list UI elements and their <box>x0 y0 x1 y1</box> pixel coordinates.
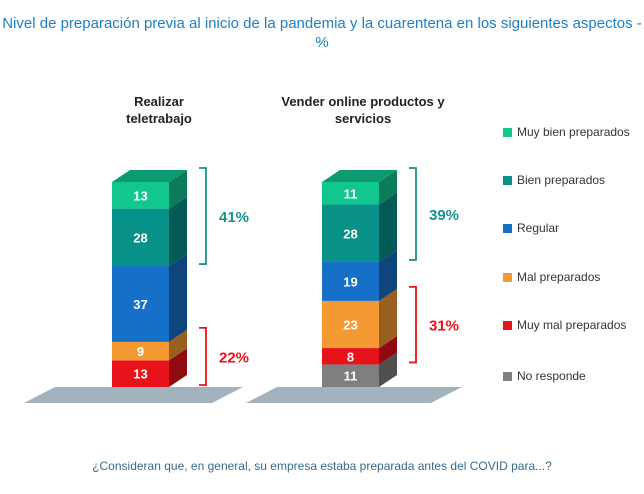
category-label-vender-online: Vender online productos y servicios <box>281 94 445 126</box>
bar-segment-vender-online-bien-preparados <box>322 192 397 262</box>
bar-segment-vender-online-muy-mal-preparados <box>322 336 397 365</box>
bar-segment-teletrabajo-regular <box>112 254 187 342</box>
bar-segment-vender-online-muy-bien-preparados <box>322 170 397 205</box>
bar-segment-vender-online-regular <box>322 249 397 301</box>
legend-swatch-muy-bien-preparados <box>503 128 512 137</box>
bar-floor-teletrabajo <box>24 387 243 403</box>
bracket-vender-online-bien <box>409 167 417 261</box>
legend-label-no-responde: No responde <box>517 369 586 383</box>
legend-label-muy-bien-preparados: Muy bien preparados <box>517 125 630 139</box>
bar-segment-teletrabajo-muy-mal-preparados <box>112 348 187 387</box>
category-label-teletrabajo: Realizar teletrabajo <box>126 94 192 126</box>
bar-top-vender-online <box>322 170 397 182</box>
bar-segment-vender-online-no-responde <box>322 352 397 387</box>
legend-swatch-muy-mal-preparados <box>503 321 512 330</box>
data-label-teletrabajo-bien-preparados: 28 <box>133 230 147 245</box>
bar-top-teletrabajo <box>112 170 187 182</box>
legend-swatch-no-responde <box>503 372 512 381</box>
data-label-vender-online-muy-bien-preparados: 11 <box>344 186 358 201</box>
bracket-vender-online-mal <box>409 286 417 364</box>
legend-swatch-mal-preparados <box>503 273 512 282</box>
bracket-teletrabajo-mal <box>199 327 207 386</box>
data-label-vender-online-no-responde: 11 <box>344 369 358 384</box>
bar-segment-teletrabajo-mal-preparados <box>112 329 187 361</box>
data-label-teletrabajo-muy-bien-preparados: 13 <box>133 188 147 203</box>
legend-label-muy-mal-preparados: Muy mal preparados <box>517 318 627 332</box>
chart-title: Nivel de preparación previa al inicio de… <box>2 15 642 51</box>
bracket-vender-online-mal-label: 31% <box>429 318 459 335</box>
footnote: ¿Consideran que, en general, su empresa … <box>92 459 552 473</box>
data-label-teletrabajo-regular: 37 <box>133 297 147 312</box>
legend-swatch-regular <box>503 224 512 233</box>
bar-segment-teletrabajo-muy-bien-preparados <box>112 170 187 209</box>
data-label-vender-online-muy-mal-preparados: 8 <box>347 349 354 364</box>
bracket-teletrabajo-bien <box>199 167 207 265</box>
data-label-teletrabajo-muy-mal-preparados: 13 <box>133 367 147 382</box>
bracket-vender-online-bien-label: 39% <box>429 207 459 224</box>
bar-segment-vender-online-mal-preparados <box>322 288 397 349</box>
bracket-teletrabajo-mal-label: 22% <box>219 349 249 366</box>
legend-label-mal-preparados: Mal preparados <box>517 270 601 284</box>
bar-segment-teletrabajo-bien-preparados <box>112 196 187 267</box>
data-label-vender-online-mal-preparados: 23 <box>343 317 357 332</box>
legend-label-bien-preparados: Bien preparados <box>517 173 606 187</box>
data-label-vender-online-regular: 19 <box>343 274 357 289</box>
bar-floor-vender-online <box>246 387 462 403</box>
legend-swatch-bien-preparados <box>503 176 512 185</box>
data-label-vender-online-bien-preparados: 28 <box>343 226 357 241</box>
legend-label-regular: Regular <box>517 221 560 235</box>
bracket-teletrabajo-bien-label: 41% <box>219 209 249 226</box>
data-label-teletrabajo-mal-preparados: 9 <box>137 344 144 359</box>
